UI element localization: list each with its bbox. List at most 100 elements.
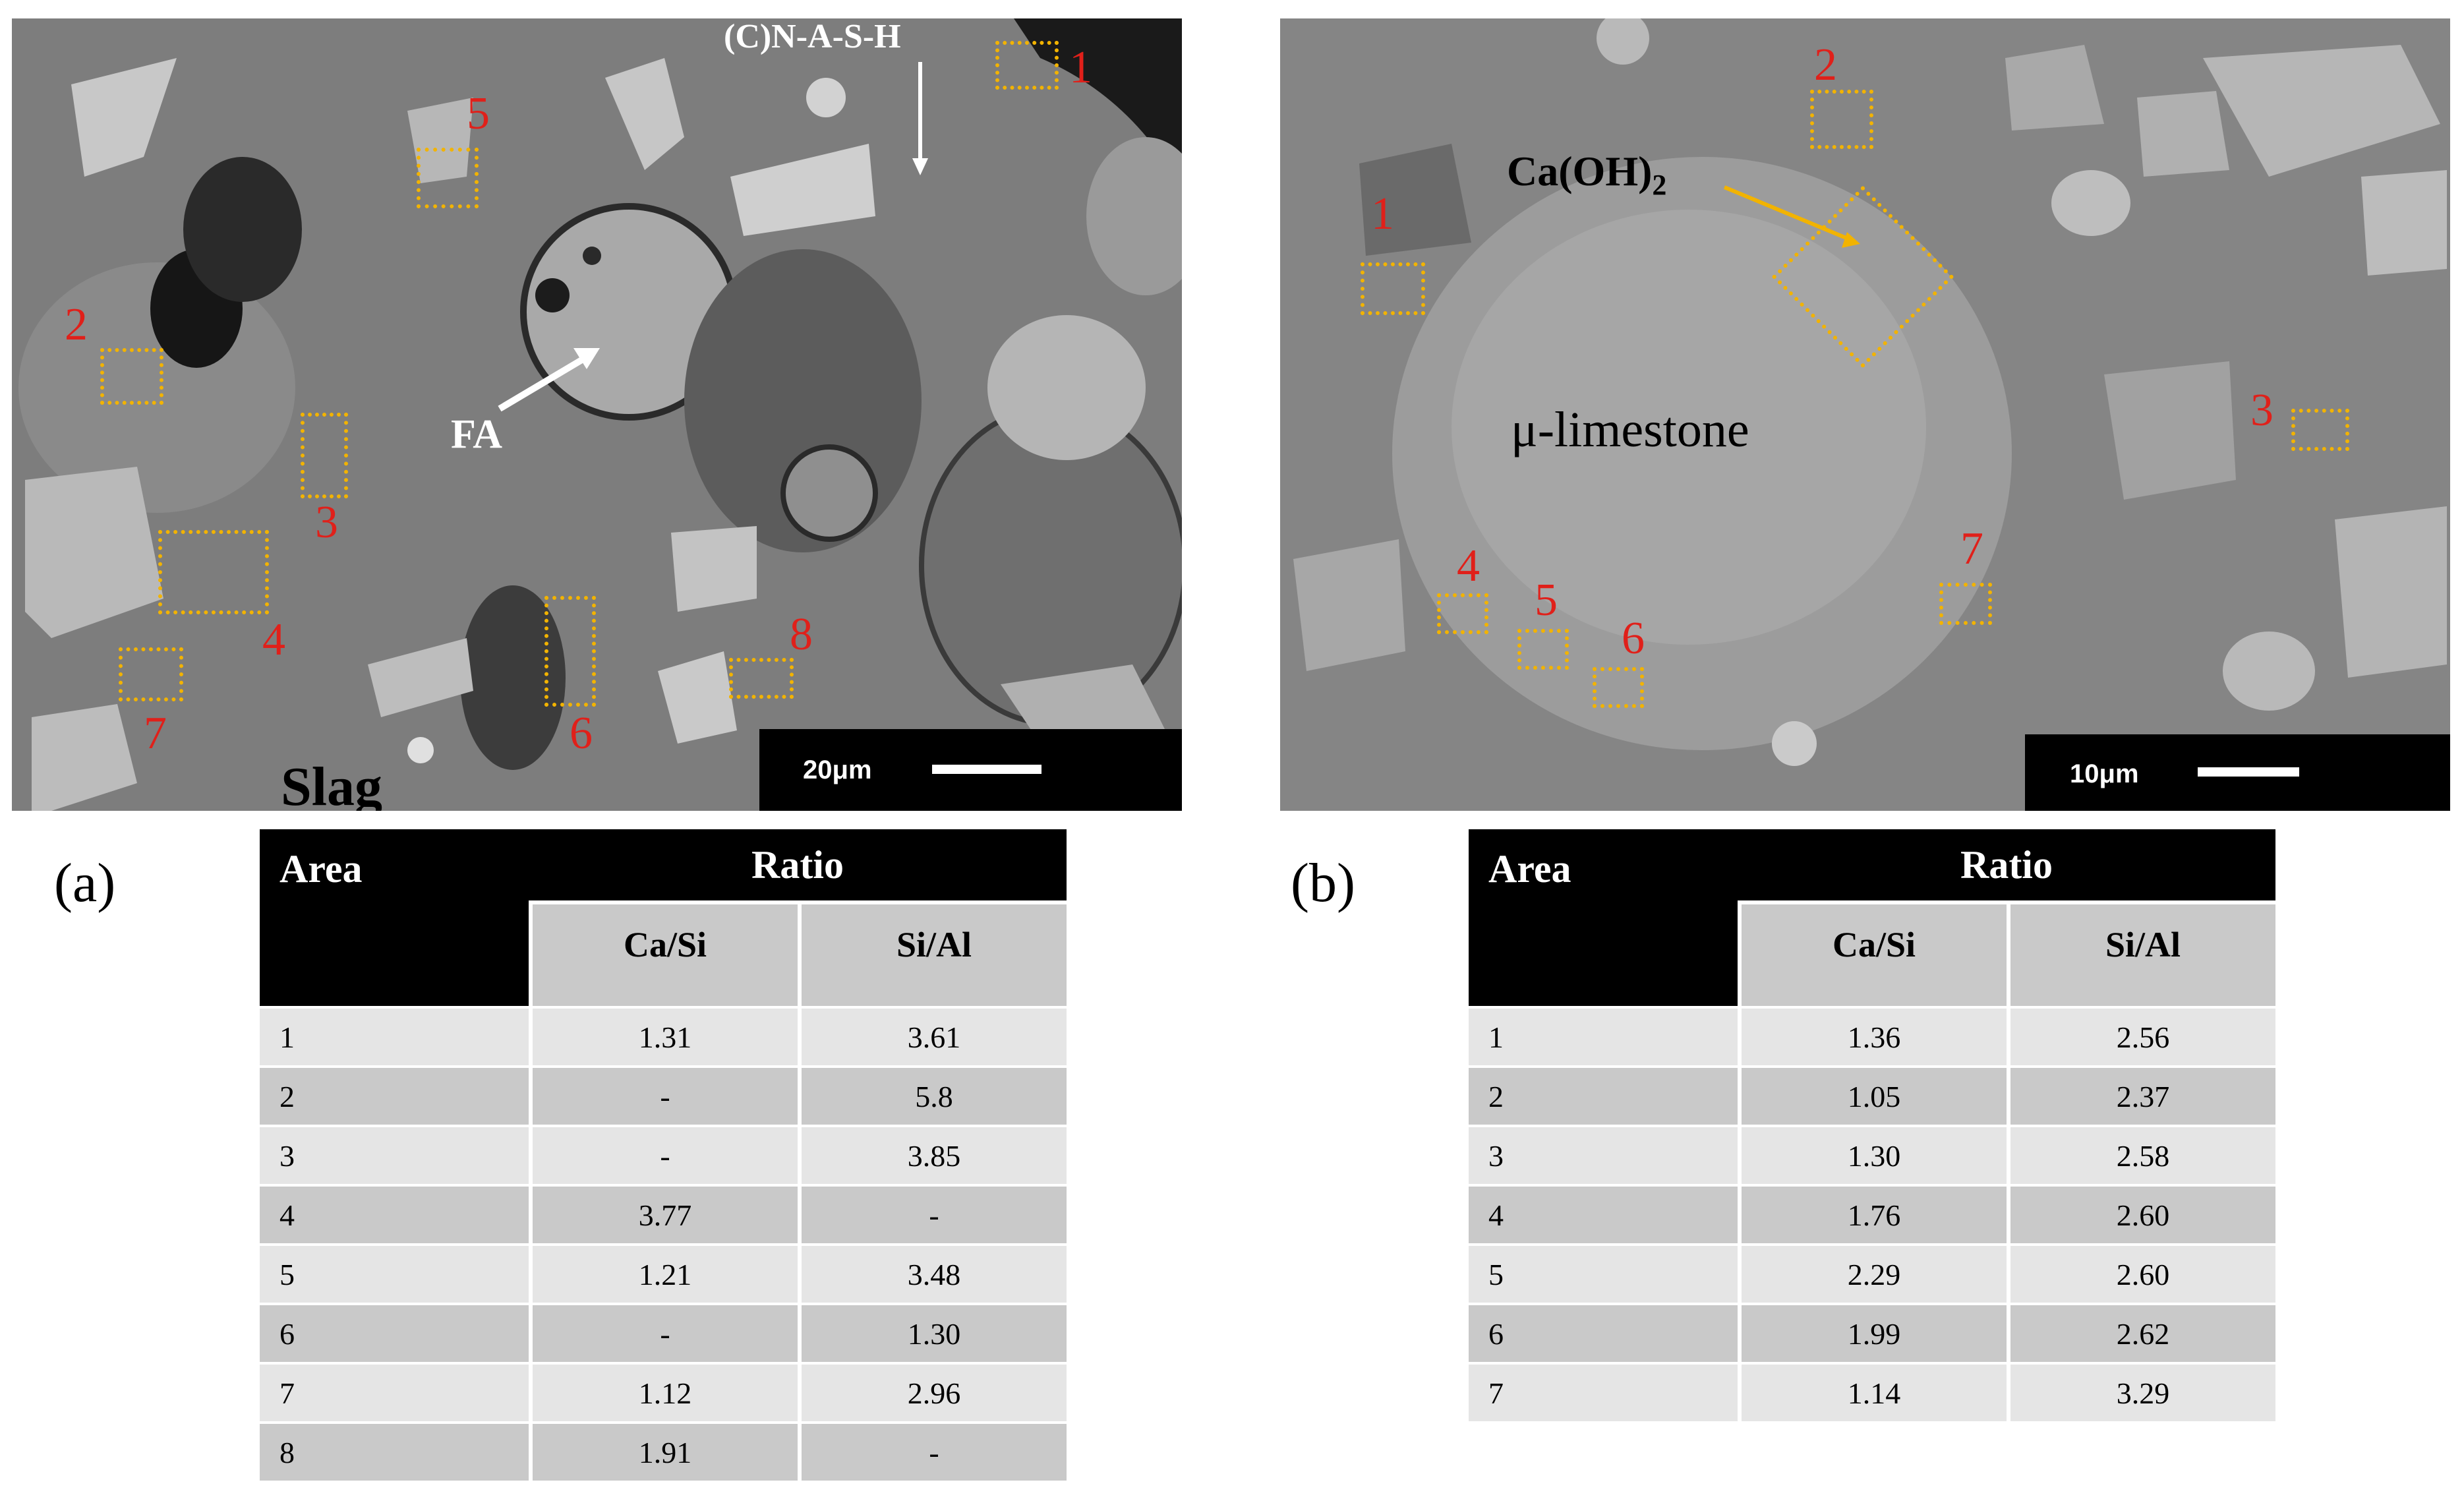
table-row: 3 1.30 2.58 xyxy=(1469,1125,2275,1184)
cell-si-al: 2.56 xyxy=(2007,1006,2275,1065)
region-box-4 xyxy=(158,530,269,614)
scale-bar-line-a xyxy=(932,765,1041,774)
table-row: 1 1.36 2.56 xyxy=(1469,1006,2275,1065)
table-row: 7 1.14 3.29 xyxy=(1469,1362,2275,1421)
header-si-al: Si/Al xyxy=(798,900,1067,1006)
cell-area: 3 xyxy=(1469,1125,1738,1184)
area-number-3: 3 xyxy=(2250,385,2273,436)
ratio-table-b: Area Ratio Ca/Si Si/Al 1 1.36 2.56 2 1.05 2.3… xyxy=(1469,829,2275,1421)
region-box-8 xyxy=(729,658,794,699)
cell-si-al: 2.60 xyxy=(2007,1184,2275,1243)
cell-ca-si: 1.12 xyxy=(529,1362,798,1421)
scale-bar-label-a: 20μm xyxy=(803,755,872,784)
area-number-6: 6 xyxy=(1622,613,1645,664)
table-row: 5 2.29 2.60 xyxy=(1469,1243,2275,1303)
area-number-1: 1 xyxy=(1371,189,1394,239)
cell-area: 8 xyxy=(260,1421,529,1481)
area-number-5: 5 xyxy=(1535,575,1558,626)
panel-label-b: (b) xyxy=(1291,852,1355,914)
cell-si-al: 5.8 xyxy=(798,1065,1067,1125)
table-row: 1 1.31 3.61 xyxy=(260,1006,1067,1065)
region-box-2 xyxy=(1810,90,1873,149)
sem-texture-a xyxy=(12,18,1182,811)
cell-si-al: 3.61 xyxy=(798,1006,1067,1065)
cell-si-al: 2.37 xyxy=(2007,1065,2275,1125)
cell-si-al: 2.60 xyxy=(2007,1243,2275,1303)
cell-area: 7 xyxy=(1469,1362,1738,1421)
region-box-7 xyxy=(1939,583,1992,625)
ratio-table-a: Area Ratio Ca/Si Si/Al 1 1.31 3.61 2-5.8 3-3… xyxy=(260,829,1067,1481)
cell-si-al: - xyxy=(798,1421,1067,1481)
cell-si-al: 1.30 xyxy=(798,1303,1067,1362)
header-area: Area xyxy=(1469,829,1738,1006)
region-box-3 xyxy=(301,413,348,498)
area-number-4: 4 xyxy=(262,614,285,665)
caoh-label-subscript: 2 xyxy=(1652,168,1667,201)
cell-ca-si: - xyxy=(529,1303,798,1362)
cell-area: 6 xyxy=(1469,1303,1738,1362)
cell-ca-si: 1.31 xyxy=(529,1006,798,1065)
region-box-5 xyxy=(417,148,479,208)
cell-si-al: 3.48 xyxy=(798,1243,1067,1303)
region-box-4 xyxy=(1437,593,1488,634)
region-box-1 xyxy=(1361,262,1425,315)
area-number-1: 1 xyxy=(1069,42,1092,93)
cell-si-al: 2.58 xyxy=(2007,1125,2275,1184)
header-si-al: Si/Al xyxy=(2007,900,2275,1006)
table-row: 6-1.30 xyxy=(260,1303,1067,1362)
scale-bar-line-b xyxy=(2198,767,2299,777)
table-row: 3-3.85 xyxy=(260,1125,1067,1184)
table-body-a: 1 1.31 3.61 2-5.8 3-3.85 4 3.77-5 1.21 3.48 6-1.3… xyxy=(260,1006,1067,1481)
region-box-6 xyxy=(1593,667,1644,708)
cell-ca-si: 3.77 xyxy=(529,1184,798,1243)
cell-area: 6 xyxy=(260,1303,529,1362)
cell-area: 1 xyxy=(260,1006,529,1065)
area-number-7: 7 xyxy=(144,708,167,759)
region-box-5 xyxy=(1517,629,1569,670)
table-row: 5 1.21 3.48 xyxy=(260,1243,1067,1303)
table-row: 4 3.77- xyxy=(260,1184,1067,1243)
panel-label-a: (a) xyxy=(54,852,116,914)
slag-label: Slag xyxy=(281,756,383,811)
caoh-label: Ca(OH)2 xyxy=(1507,150,1666,200)
scale-bar-b: 10μm xyxy=(2025,734,2450,811)
cell-ca-si: 1.21 xyxy=(529,1243,798,1303)
cell-ca-si: 2.29 xyxy=(1738,1243,2007,1303)
region-box-7 xyxy=(119,647,183,701)
cell-ca-si: 1.91 xyxy=(529,1421,798,1481)
cell-area: 1 xyxy=(1469,1006,1738,1065)
table-row: 2-5.8 xyxy=(260,1065,1067,1125)
cell-area: 3 xyxy=(260,1125,529,1184)
cell-ca-si: 1.05 xyxy=(1738,1065,2007,1125)
header-ca-si: Ca/Si xyxy=(529,900,798,1006)
area-number-7: 7 xyxy=(1960,523,1983,574)
region-box-6 xyxy=(544,596,596,707)
cell-ca-si: 1.14 xyxy=(1738,1362,2007,1421)
area-number-2: 2 xyxy=(1814,40,1837,90)
cell-area: 4 xyxy=(260,1184,529,1243)
sem-image-b: 1 2 3 4 5 6 7 Ca(OH)2 μ-limestone 10μm xyxy=(1280,18,2450,811)
cell-si-al: 3.29 xyxy=(2007,1362,2275,1421)
area-number-3: 3 xyxy=(315,497,338,548)
cell-ca-si: - xyxy=(529,1065,798,1125)
limestone-label: μ-limestone xyxy=(1511,402,1749,457)
table-row: 4 1.76 2.60 xyxy=(1469,1184,2275,1243)
cell-area: 2 xyxy=(1469,1065,1738,1125)
header-ratio: Ratio xyxy=(529,829,1067,900)
sem-image-a: 1 2 3 4 5 6 7 8 (C)N-A-S-H FA Slag 20μm xyxy=(12,18,1182,811)
table-body-b: 1 1.36 2.56 2 1.05 2.37 3 1.30 2.58 4 1.76 2.60 5 2.2… xyxy=(1469,1006,2275,1421)
fa-label: FA xyxy=(451,412,503,457)
header-area: Area xyxy=(260,829,529,1006)
area-number-8: 8 xyxy=(790,609,813,660)
caoh-label-text: Ca(OH) xyxy=(1507,148,1653,194)
region-box-1 xyxy=(995,41,1059,90)
cell-ca-si: 1.76 xyxy=(1738,1184,2007,1243)
region-box-2 xyxy=(100,348,163,405)
scale-bar-a: 20μm xyxy=(759,729,1182,811)
cell-si-al: 2.96 xyxy=(798,1362,1067,1421)
header-ratio: Ratio xyxy=(1738,829,2275,900)
area-number-5: 5 xyxy=(467,88,490,139)
table-row: 8 1.91- xyxy=(260,1421,1067,1481)
cell-area: 2 xyxy=(260,1065,529,1125)
cell-area: 4 xyxy=(1469,1184,1738,1243)
